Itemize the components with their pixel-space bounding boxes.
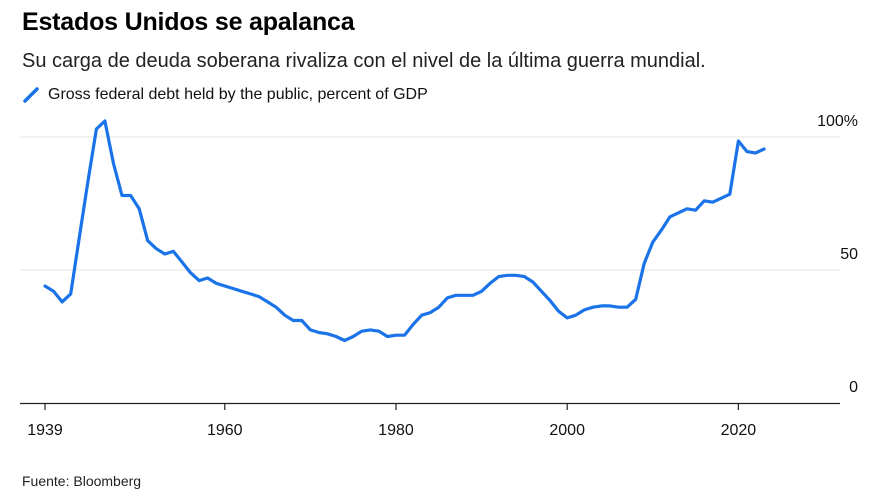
y-tick-label-50: 50	[840, 246, 858, 263]
series-line-0	[43, 119, 766, 343]
chart-title: Estados Unidos se apalanca	[22, 8, 355, 36]
x-axis: 1939 1960 1980 2000 2020	[20, 402, 840, 439]
series-layer	[43, 119, 766, 343]
y-tick-label-0: 0	[849, 379, 858, 396]
x-tick-label-2020: 2020	[721, 422, 757, 439]
legend: Gross federal debt held by the public, p…	[22, 86, 428, 104]
y-axis-ticks: 0 50 100%	[817, 113, 858, 396]
x-tick-label-2000: 2000	[549, 422, 585, 439]
chart-subtitle: Su carga de deuda soberana rivaliza con …	[22, 50, 706, 72]
grid-lines	[20, 136, 840, 271]
legend-label: Gross federal debt held by the public, p…	[48, 86, 428, 103]
source-note: Fuente: Bloomberg	[22, 473, 142, 489]
x-tick-label-1960: 1960	[207, 422, 243, 439]
y-tick-label-100: 100%	[817, 113, 858, 130]
x-tick-label-1939: 1939	[27, 422, 63, 439]
x-tick-label-1980: 1980	[378, 422, 414, 439]
legend-swatch-icon	[23, 87, 39, 103]
